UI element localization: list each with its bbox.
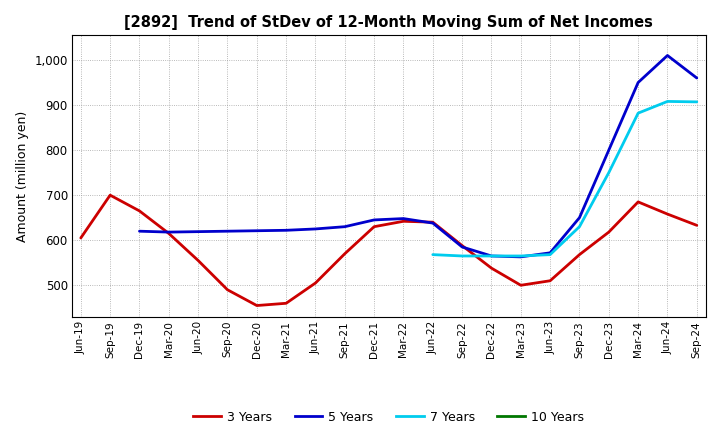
3 Years <box>194 258 202 263</box>
Y-axis label: Amount (million yen): Amount (million yen) <box>16 110 29 242</box>
3 Years <box>164 231 173 236</box>
Line: 3 Years: 3 Years <box>81 195 697 305</box>
3 Years <box>370 224 379 229</box>
5 Years <box>546 250 554 256</box>
3 Years <box>223 287 232 293</box>
7 Years <box>663 99 672 104</box>
3 Years <box>575 252 584 257</box>
5 Years <box>693 75 701 81</box>
7 Years <box>634 110 642 116</box>
3 Years <box>282 301 290 306</box>
7 Years <box>516 253 525 259</box>
5 Years <box>194 229 202 234</box>
5 Years <box>311 226 320 231</box>
3 Years <box>135 208 144 213</box>
5 Years <box>428 220 437 226</box>
5 Years <box>223 228 232 234</box>
3 Years <box>76 235 85 241</box>
5 Years <box>663 53 672 58</box>
7 Years <box>428 252 437 257</box>
3 Years <box>546 278 554 283</box>
3 Years <box>253 303 261 308</box>
3 Years <box>663 212 672 217</box>
3 Years <box>311 280 320 286</box>
Line: 5 Years: 5 Years <box>140 55 697 257</box>
3 Years <box>516 282 525 288</box>
3 Years <box>399 219 408 224</box>
5 Years <box>164 229 173 235</box>
7 Years <box>693 99 701 105</box>
5 Years <box>341 224 349 229</box>
5 Years <box>135 228 144 234</box>
5 Years <box>634 80 642 85</box>
3 Years <box>458 243 467 248</box>
3 Years <box>487 265 496 271</box>
3 Years <box>634 199 642 205</box>
5 Years <box>370 217 379 223</box>
5 Years <box>575 215 584 220</box>
5 Years <box>458 244 467 249</box>
Legend: 3 Years, 5 Years, 7 Years, 10 Years: 3 Years, 5 Years, 7 Years, 10 Years <box>189 406 589 429</box>
3 Years <box>341 251 349 257</box>
7 Years <box>605 170 613 175</box>
3 Years <box>605 229 613 235</box>
5 Years <box>399 216 408 221</box>
5 Years <box>487 253 496 259</box>
5 Years <box>282 227 290 233</box>
7 Years <box>575 224 584 229</box>
7 Years <box>458 253 467 259</box>
3 Years <box>428 220 437 225</box>
Line: 7 Years: 7 Years <box>433 102 697 256</box>
3 Years <box>693 223 701 228</box>
5 Years <box>605 147 613 153</box>
Title: [2892]  Trend of StDev of 12-Month Moving Sum of Net Incomes: [2892] Trend of StDev of 12-Month Moving… <box>125 15 653 30</box>
5 Years <box>516 254 525 260</box>
3 Years <box>106 193 114 198</box>
5 Years <box>253 228 261 233</box>
7 Years <box>546 252 554 257</box>
7 Years <box>487 253 496 259</box>
